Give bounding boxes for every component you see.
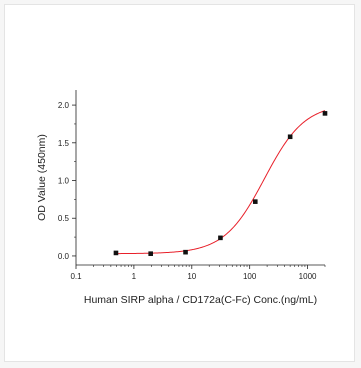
y-tick-label: 2.0 — [58, 101, 70, 110]
od-dose-response-chart: 0.1 1 10 100 1000 0.0 0.5 1.0 1.5 2.0 Human SIRP… — [36, 90, 328, 306]
y-axis-title: OD Value (450nm) — [36, 134, 48, 221]
data-points — [113, 111, 328, 256]
fit-curve — [115, 110, 326, 255]
data-point — [148, 251, 153, 256]
x-tick-label: 10 — [187, 272, 196, 281]
x-tick-label: 1000 — [299, 272, 317, 281]
data-point — [322, 111, 328, 116]
x-tick-label: 1 — [132, 272, 137, 281]
axes — [75, 90, 325, 266]
data-point — [252, 199, 258, 204]
data-point — [113, 250, 119, 256]
y-tick-label: 0.5 — [58, 214, 70, 223]
y-tick-label: 0.0 — [58, 252, 70, 261]
data-point — [183, 249, 188, 255]
y-tick-label: 1.0 — [58, 177, 70, 186]
y-tick-label: 1.5 — [58, 139, 70, 148]
y-axis-ticks: 0.0 0.5 1.0 1.5 2.0 — [58, 101, 76, 261]
data-point — [218, 235, 223, 241]
data-point — [287, 134, 293, 140]
x-tick-label: 100 — [243, 272, 257, 281]
x-axis-title: Human SIRP alpha / CD172a(C-Fc) Conc.(ng… — [84, 294, 317, 306]
x-axis-ticks: 0.1 1 10 100 1000 — [70, 265, 326, 281]
x-tick-label: 0.1 — [70, 272, 82, 281]
chart-card: 0.1 1 10 100 1000 0.0 0.5 1.0 1.5 2.0 Human SIRP… — [4, 4, 355, 362]
